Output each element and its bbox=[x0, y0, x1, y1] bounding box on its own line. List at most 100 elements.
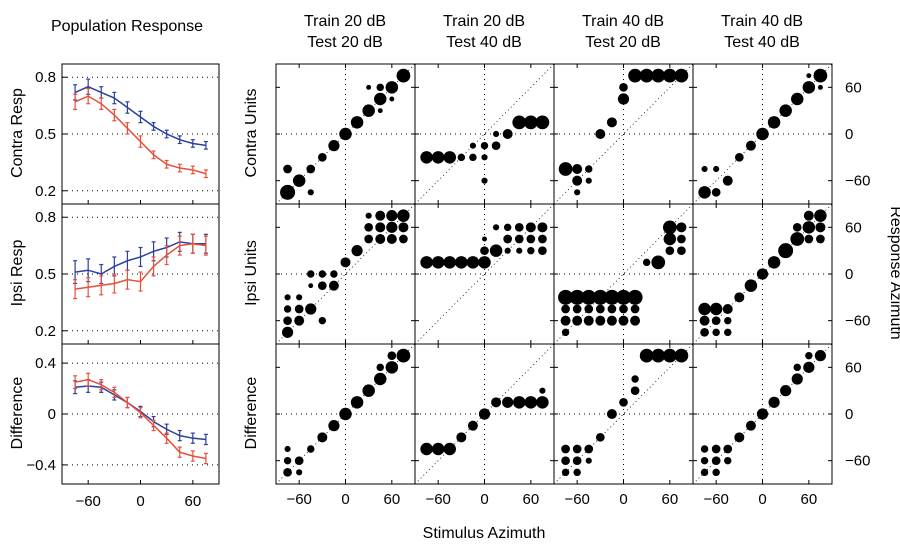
response-dot bbox=[330, 270, 338, 278]
response-dot bbox=[328, 280, 339, 291]
response-dot bbox=[489, 244, 503, 257]
response-dot bbox=[294, 456, 304, 466]
response-dot bbox=[711, 444, 721, 454]
response-dot bbox=[281, 326, 294, 338]
response-dot bbox=[396, 68, 411, 83]
response-dot bbox=[523, 115, 538, 130]
response-dot bbox=[756, 268, 769, 280]
bubble-panel-r2-c3 bbox=[553, 203, 694, 345]
response-dot bbox=[561, 456, 570, 466]
response-dot bbox=[481, 177, 488, 184]
response-dot bbox=[724, 328, 732, 337]
response-dot bbox=[537, 222, 548, 233]
response-dot bbox=[572, 175, 583, 186]
response-dot bbox=[307, 270, 315, 278]
x-tick-label: 0 bbox=[136, 493, 144, 510]
response-dot bbox=[745, 420, 756, 431]
response-dot bbox=[339, 127, 352, 141]
bubble-panel-r2-c2 bbox=[414, 203, 555, 345]
grid-x-tick-label: −60 bbox=[425, 491, 450, 508]
response-dot bbox=[365, 212, 372, 219]
response-dot bbox=[627, 289, 643, 305]
response-dot bbox=[340, 257, 351, 268]
response-dot bbox=[585, 165, 593, 173]
response-dot bbox=[722, 175, 733, 186]
line-panel-3: −0.4 0 0.4 −60 0 60 bbox=[26, 343, 220, 510]
response-dot bbox=[504, 247, 511, 254]
response-dot bbox=[803, 361, 815, 373]
response-dot bbox=[617, 93, 630, 105]
response-dot bbox=[420, 256, 433, 269]
response-dot bbox=[572, 444, 582, 454]
response-dot bbox=[377, 108, 383, 114]
response-dot bbox=[561, 304, 570, 314]
response-dot bbox=[491, 141, 501, 151]
response-dot bbox=[512, 115, 527, 130]
grid-x-tick-label: −60 bbox=[703, 491, 728, 508]
response-dot bbox=[397, 209, 410, 222]
response-dot bbox=[491, 397, 502, 408]
bubble-panel-r2-c4 bbox=[692, 203, 833, 345]
grid-y-tick-label: −60 bbox=[845, 453, 870, 470]
response-dot bbox=[350, 396, 364, 409]
grid-x-tick-label: 60 bbox=[800, 491, 817, 508]
x-tick-label: −60 bbox=[75, 493, 100, 510]
response-dot bbox=[364, 234, 374, 244]
col2-title-line1: Train 20 dB bbox=[443, 13, 525, 30]
response-dot bbox=[283, 305, 292, 313]
left-title-line1: Population Response bbox=[51, 18, 203, 35]
response-dot bbox=[431, 151, 445, 164]
response-dot bbox=[724, 316, 732, 325]
row-label-difference-left: Difference bbox=[9, 377, 26, 450]
response-dot bbox=[364, 222, 374, 232]
response-dot bbox=[308, 283, 314, 289]
response-dot bbox=[558, 162, 573, 176]
col2-title-line2: Test 40 dB bbox=[446, 34, 522, 51]
col1-title-line1: Train 20 dB bbox=[304, 13, 386, 30]
response-dot bbox=[701, 165, 708, 173]
bubble-panel-r3-c2 bbox=[414, 343, 555, 485]
response-dot bbox=[814, 209, 827, 222]
response-dot bbox=[756, 127, 769, 141]
response-dot bbox=[595, 129, 606, 139]
response-dot bbox=[711, 316, 721, 326]
response-dot bbox=[722, 304, 733, 314]
response-dot bbox=[744, 279, 758, 292]
response-dot bbox=[294, 304, 304, 314]
response-dot bbox=[572, 456, 582, 466]
response-dot bbox=[385, 81, 399, 94]
grid-x-tick-label: 0 bbox=[341, 491, 349, 508]
response-dot bbox=[677, 234, 686, 244]
bubble-panel-r3-c3 bbox=[553, 343, 694, 485]
response-dot bbox=[317, 432, 328, 443]
grid-y-tick-label: 0 bbox=[845, 126, 853, 143]
response-dot bbox=[306, 164, 316, 174]
response-dot bbox=[595, 432, 605, 442]
response-dot bbox=[651, 68, 666, 83]
response-dot bbox=[619, 397, 628, 407]
y-tick-label: 0.2 bbox=[35, 323, 56, 340]
response-dot bbox=[502, 396, 514, 408]
response-dot bbox=[595, 304, 605, 314]
response-dot bbox=[503, 223, 512, 232]
response-dot bbox=[723, 444, 733, 454]
response-dot bbox=[815, 222, 826, 233]
response-dot bbox=[713, 165, 720, 173]
series-line-red bbox=[74, 378, 207, 460]
response-dot bbox=[767, 256, 781, 269]
bubble-panel-r1-c1 bbox=[275, 63, 416, 205]
response-dot bbox=[651, 255, 666, 270]
response-dot bbox=[514, 222, 524, 232]
response-dot bbox=[317, 281, 327, 291]
response-dot bbox=[584, 304, 594, 314]
response-dot bbox=[420, 442, 433, 456]
response-dot bbox=[398, 222, 409, 233]
response-dot bbox=[516, 247, 523, 254]
response-dot bbox=[665, 246, 675, 256]
response-dot bbox=[572, 315, 583, 326]
response-dot bbox=[455, 256, 468, 269]
response-dot bbox=[592, 289, 608, 305]
response-dot bbox=[387, 351, 397, 361]
grid-y-tick-label: −60 bbox=[845, 173, 870, 190]
response-dot bbox=[639, 68, 654, 83]
